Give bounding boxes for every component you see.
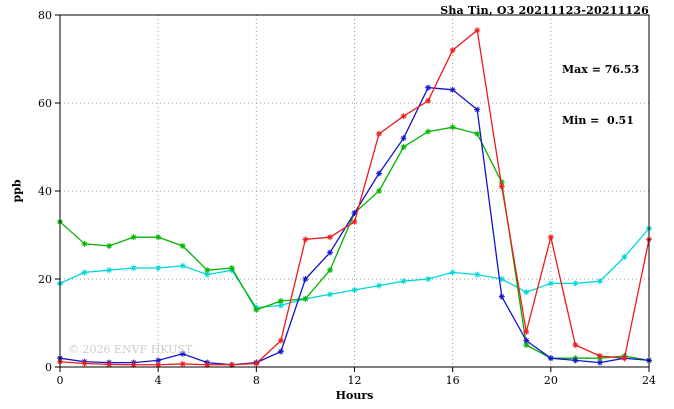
y-tick-label: 20 <box>38 273 52 286</box>
x-tick-label: 16 <box>446 374 460 387</box>
tick-labels: 0 4 8 12 16 20 24 0 20 40 60 80 <box>38 9 656 387</box>
x-tick-label: 0 <box>57 374 64 387</box>
series-blue-markers <box>57 84 652 368</box>
x-tick-label: 8 <box>253 374 260 387</box>
x-tick-label: 24 <box>642 374 656 387</box>
x-tick-label: 4 <box>155 374 162 387</box>
series-blue <box>57 84 652 368</box>
y-tick-label: 80 <box>38 9 52 22</box>
chart-title: Sha Tin, O3 20211123-20211126 <box>440 4 649 17</box>
y-axis-title: ppb <box>10 179 24 203</box>
max-value-label: Max = 76.53 <box>562 63 640 77</box>
min-value-label: Min = 0.51 <box>562 114 634 128</box>
series-group <box>57 27 652 368</box>
series-red-markers <box>57 27 652 368</box>
series-red-line <box>59 29 650 366</box>
maxmin-annotation: Max = 76.53 Min = 0.51 <box>562 27 639 163</box>
axis-ticks <box>55 14 650 372</box>
x-tick-label: 12 <box>348 374 362 387</box>
grid <box>60 15 649 367</box>
y-tick-label: 60 <box>38 97 52 110</box>
series-red <box>57 27 652 368</box>
watermark: © 2026 ENVF HKUST <box>68 343 193 356</box>
x-tick-label: 20 <box>544 374 558 387</box>
x-axis-title: Hours <box>335 389 374 402</box>
y-tick-label: 40 <box>38 185 52 198</box>
y-tick-label: 0 <box>45 361 52 374</box>
